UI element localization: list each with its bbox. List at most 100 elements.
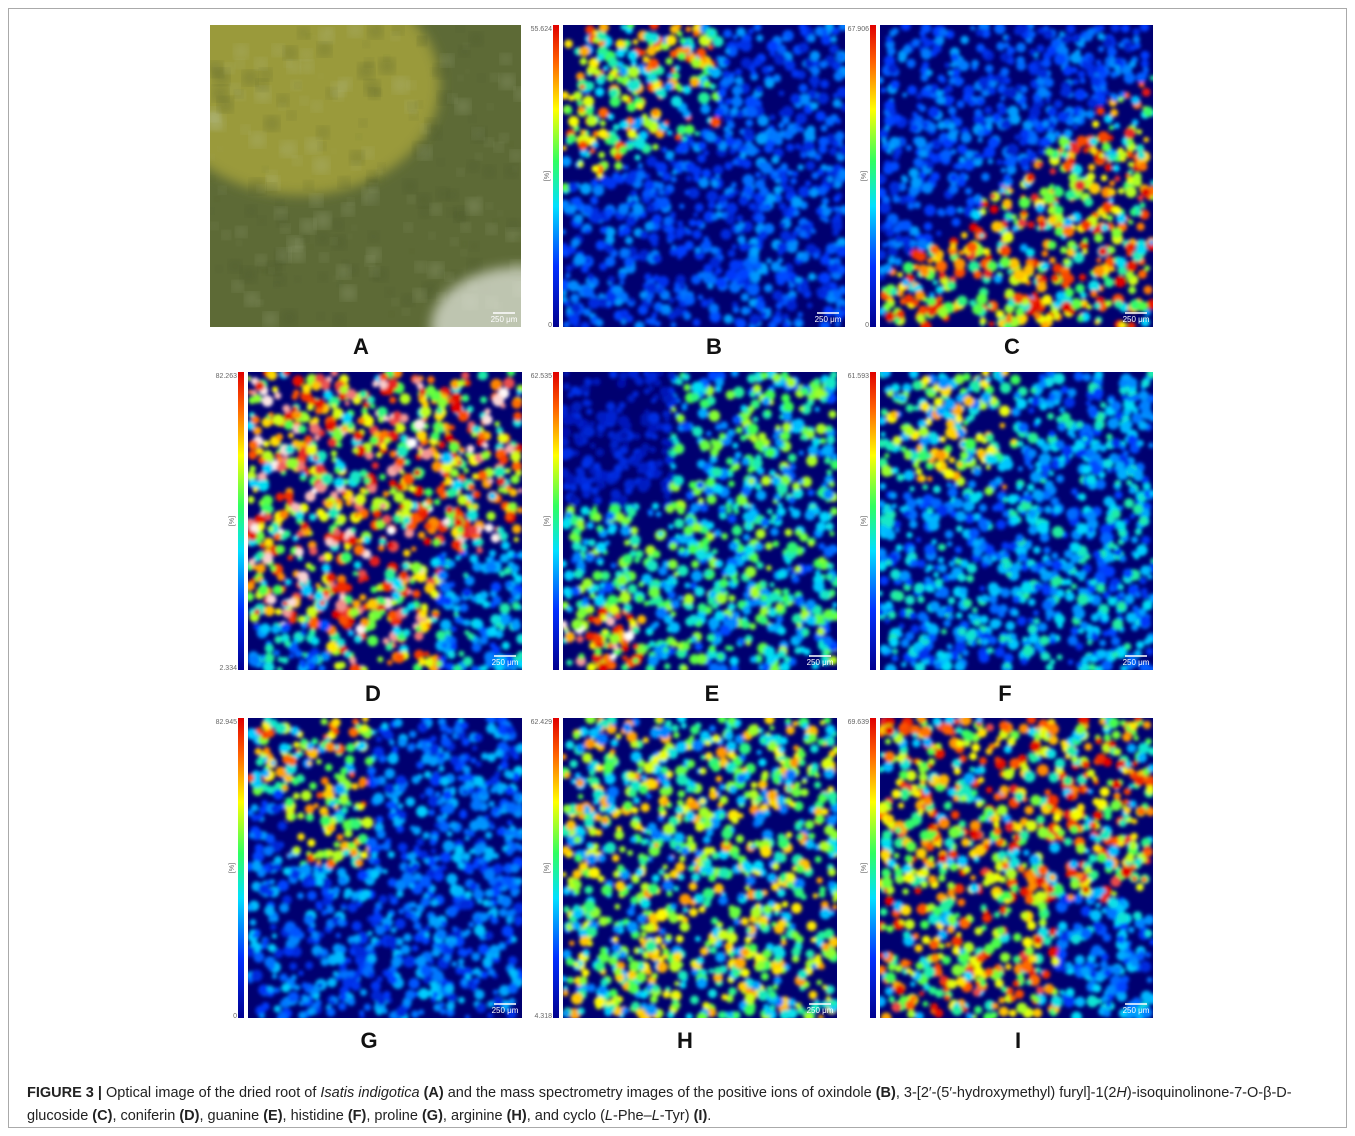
image-blob	[690, 582, 697, 589]
image-blob	[1051, 38, 1061, 48]
image-blob	[285, 444, 295, 454]
image-blob	[798, 42, 809, 53]
image-blob	[741, 293, 749, 301]
image-blob	[741, 306, 750, 315]
image-blob	[1109, 198, 1114, 203]
image-blob	[678, 595, 683, 600]
image-texture	[306, 138, 321, 153]
image-blob	[735, 452, 742, 459]
image-blob	[681, 665, 688, 672]
image-blob	[745, 119, 753, 127]
image-blob	[1115, 276, 1127, 288]
image-blob	[800, 435, 805, 440]
image-blob	[617, 597, 623, 603]
image-blob	[436, 630, 446, 640]
image-texture	[208, 154, 214, 160]
image-blob	[647, 473, 653, 479]
image-blob	[338, 661, 345, 668]
image-blob	[334, 477, 345, 488]
image-blob	[581, 265, 589, 273]
image-blob	[1000, 423, 1006, 429]
image-blob	[670, 463, 676, 469]
image-blob	[1133, 36, 1140, 43]
image-texture	[256, 255, 266, 265]
image-blob	[1137, 301, 1147, 311]
image-blob	[805, 510, 816, 521]
image-texture	[236, 91, 246, 101]
image-blob	[1127, 150, 1133, 156]
image-blob	[414, 631, 423, 640]
image-blob	[1047, 107, 1057, 117]
image-blob	[791, 420, 796, 425]
image-blob	[1028, 30, 1036, 38]
image-blob	[1102, 142, 1111, 151]
image-blob	[959, 172, 966, 179]
image-texture	[245, 206, 256, 217]
image-blob	[449, 582, 455, 588]
image-texture	[318, 74, 323, 79]
image-blob	[1005, 36, 1010, 41]
image-blob	[766, 194, 776, 204]
image-blob	[738, 222, 744, 228]
colorbar-max: 82.263	[216, 373, 238, 380]
image-blob	[245, 592, 254, 601]
image-blob	[673, 475, 684, 486]
image-blob	[889, 108, 897, 116]
image-blob	[662, 448, 670, 456]
image-blob	[885, 231, 890, 236]
image-blob	[426, 385, 436, 395]
image-blob	[749, 271, 761, 283]
image-blob	[372, 462, 379, 469]
image-blob	[652, 144, 658, 150]
image-blob	[837, 53, 846, 62]
image-blob	[732, 244, 737, 249]
image-blob	[653, 82, 661, 90]
image-blob	[630, 479, 636, 485]
image-blob	[421, 449, 432, 460]
image-texture	[272, 45, 283, 56]
image-blob	[1041, 262, 1049, 270]
image-blob	[957, 207, 964, 214]
image-blob	[626, 216, 637, 227]
image-blob	[657, 470, 662, 475]
image-blob	[363, 477, 370, 484]
image-blob	[693, 319, 701, 327]
image-texture	[486, 203, 492, 209]
panel-label: B	[706, 334, 722, 359]
image-blob	[915, 290, 926, 301]
image-blob	[740, 435, 746, 441]
image-blob	[412, 590, 420, 598]
image-blob	[744, 523, 752, 531]
optical-image	[160, 0, 611, 387]
image-blob	[298, 425, 307, 434]
image-blob	[396, 446, 408, 458]
image-texture	[276, 262, 285, 271]
image-blob	[368, 485, 377, 494]
scale-bar-label: 250 μm	[807, 658, 834, 667]
image-blob	[560, 91, 569, 100]
image-texture	[318, 43, 332, 57]
image-blob	[281, 623, 291, 633]
image-blob	[1037, 27, 1044, 34]
image-texture	[461, 250, 467, 256]
image-blob	[882, 242, 888, 248]
image-blob	[909, 612, 917, 620]
image-blob	[638, 481, 649, 492]
image-blob	[723, 29, 732, 38]
image-blob	[663, 647, 669, 653]
image-blob	[608, 57, 619, 68]
image-blob	[486, 511, 495, 520]
image-blob	[304, 435, 312, 443]
image-blob	[728, 249, 736, 257]
image-blob	[675, 134, 681, 140]
image-blob	[276, 493, 285, 502]
image-blob	[787, 542, 799, 554]
image-blob	[685, 617, 695, 627]
image-blob	[799, 283, 809, 293]
image-blob	[706, 134, 715, 143]
image-blob	[952, 218, 961, 227]
image-blob	[629, 619, 637, 627]
image-blob	[360, 487, 366, 493]
image-blob	[297, 571, 308, 582]
image-blob	[458, 651, 464, 657]
